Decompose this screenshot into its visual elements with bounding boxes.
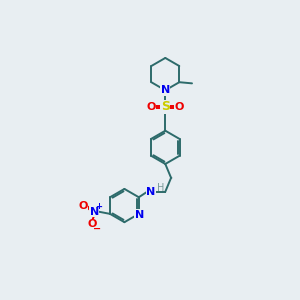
- Text: O: O: [175, 102, 184, 112]
- Text: O: O: [146, 102, 156, 112]
- Text: +: +: [95, 202, 102, 211]
- Text: H: H: [157, 183, 164, 193]
- Text: S: S: [161, 100, 170, 113]
- Text: −: −: [93, 224, 101, 233]
- Text: O: O: [87, 219, 97, 229]
- Text: N: N: [135, 210, 144, 220]
- Text: N: N: [146, 187, 156, 197]
- Text: N: N: [90, 207, 99, 217]
- Text: N: N: [161, 85, 170, 95]
- Text: O: O: [78, 201, 87, 211]
